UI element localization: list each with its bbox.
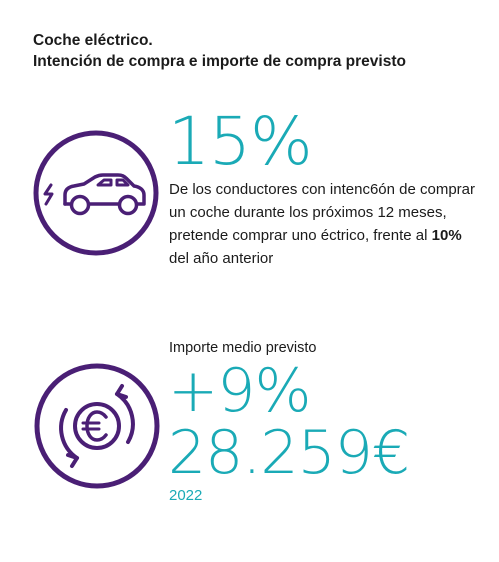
electric-car-icon — [32, 129, 160, 257]
intent-description-text: De los conductores con intenc6ón de comp… — [169, 181, 476, 244]
title-line-2: Intención de compra e importe de compra … — [33, 53, 406, 70]
amount-change-percentage: +9% — [168, 356, 311, 426]
intent-description-tail: del año anterior — [169, 250, 274, 267]
page-title: Coche eléctrico. Intención de compra e i… — [33, 30, 406, 72]
amount-year: 2022 — [169, 487, 203, 504]
intent-previous-value: 10% — [431, 227, 462, 244]
title-line-1: Coche eléctrico. — [33, 32, 153, 49]
intent-description: De los conductores con intenc6ón de comp… — [169, 178, 479, 270]
amount-label: Importe medio previsto — [169, 340, 317, 356]
average-amount: 28.259€ — [168, 418, 410, 488]
euro-cycle-icon — [33, 362, 161, 490]
intent-percentage: 15% — [168, 103, 313, 180]
